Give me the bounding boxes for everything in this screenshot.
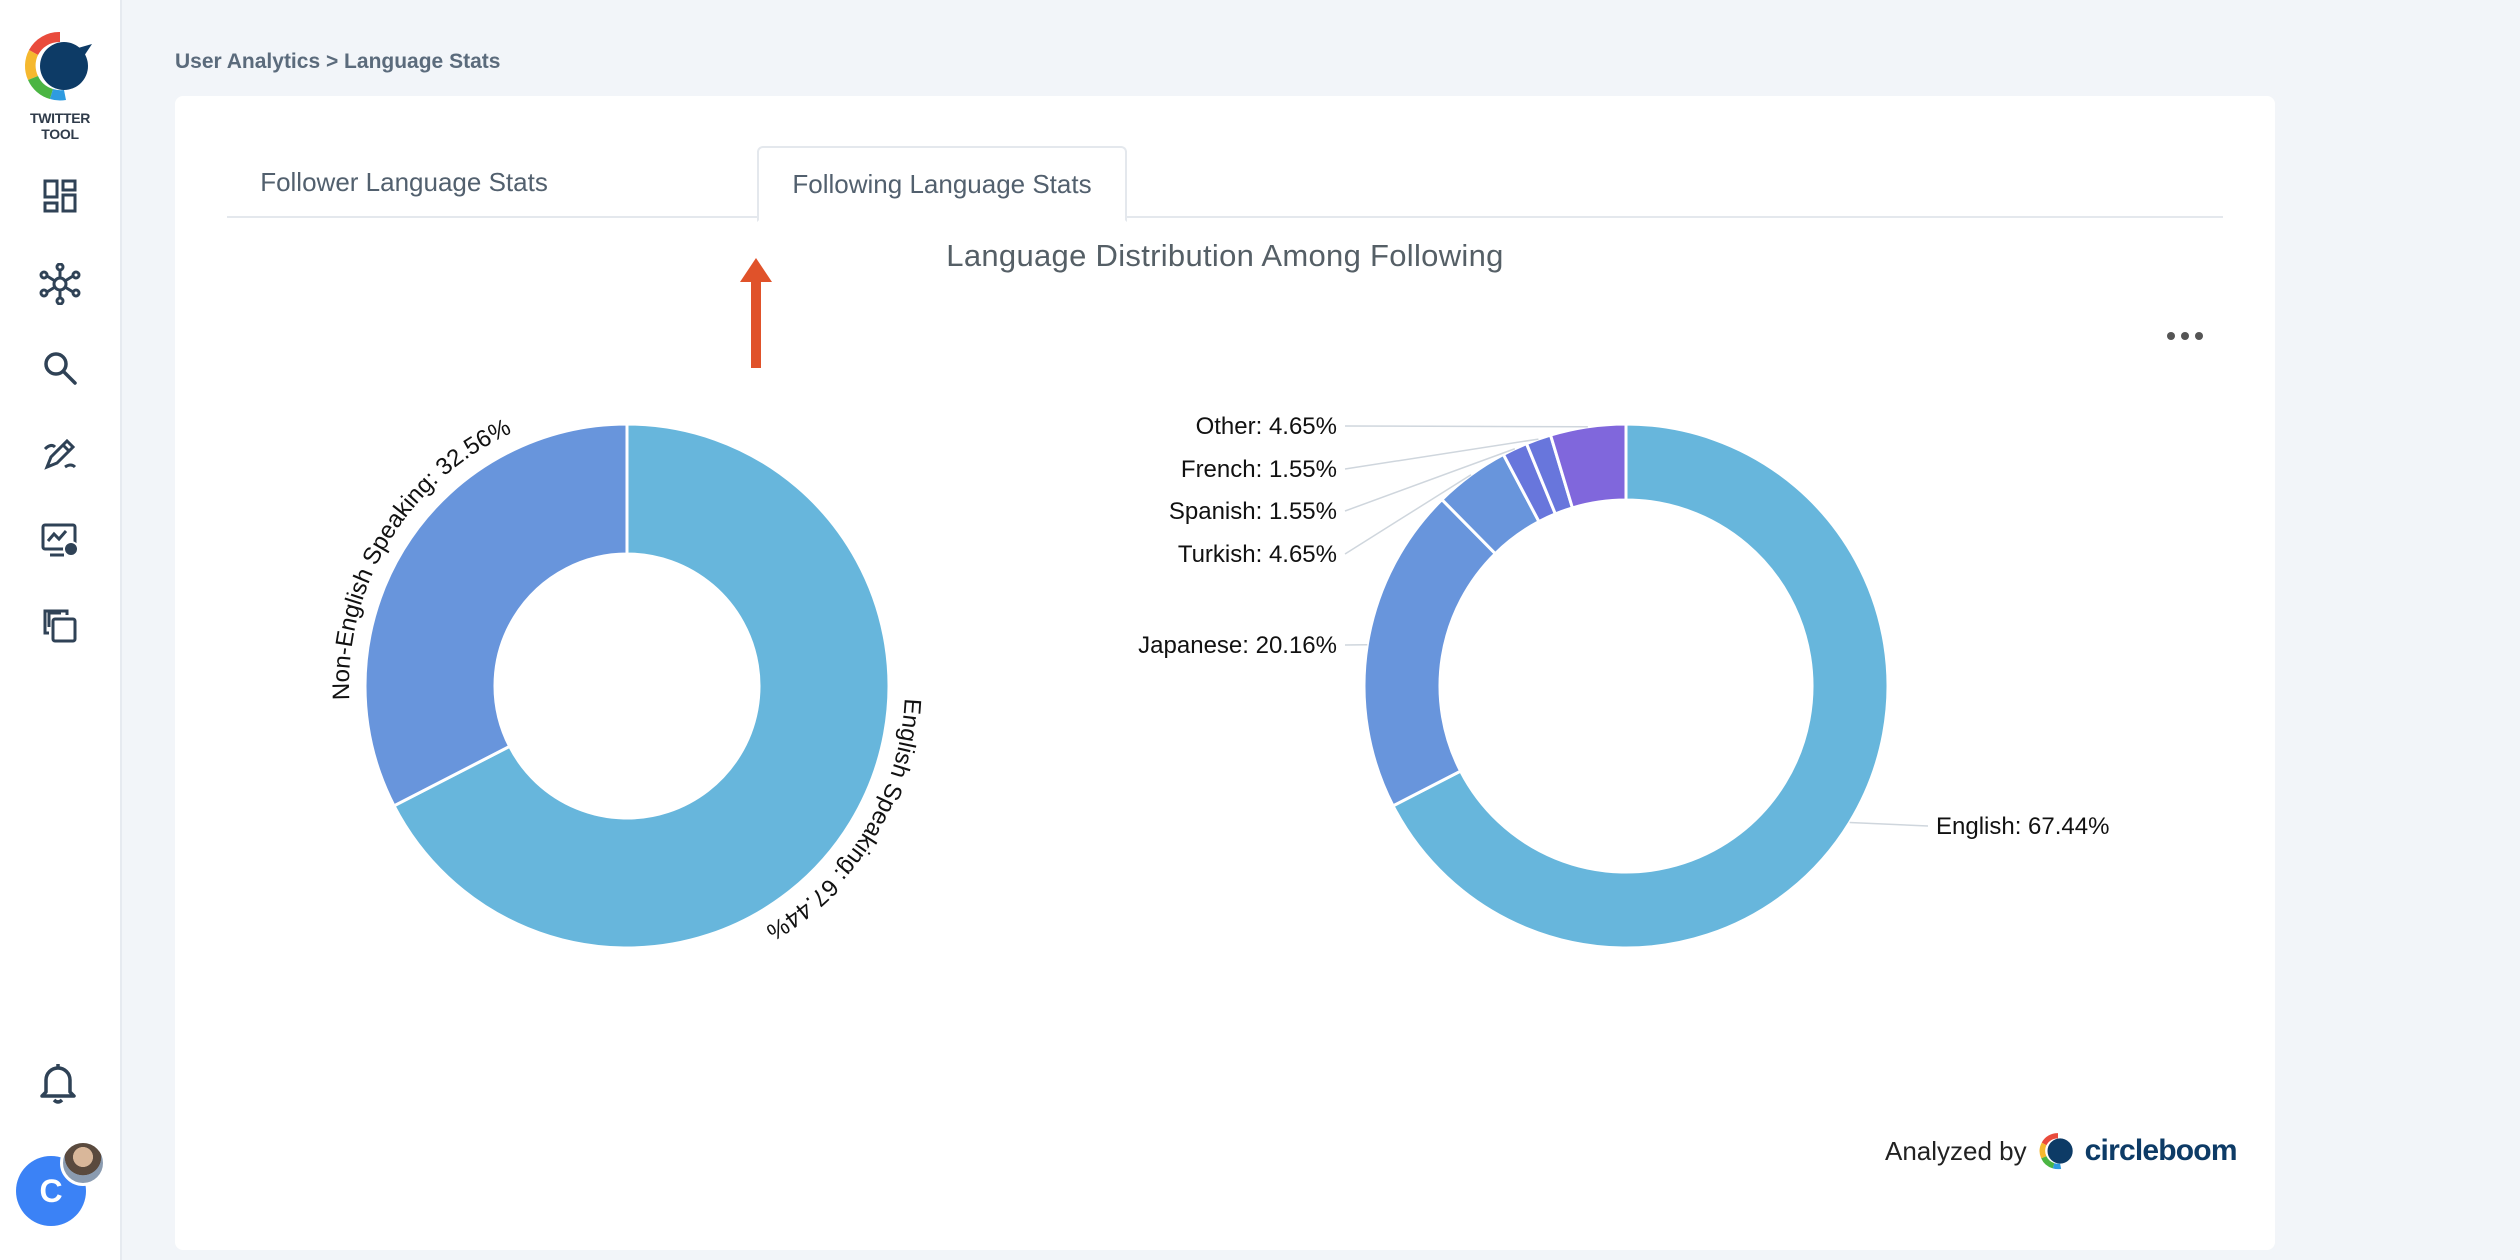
leader-line-english: [1849, 821, 1929, 827]
label-spanish: Spanish: 1.55%: [1169, 498, 1337, 525]
donut-chart-english-speaking: English Speaking: 67.44%Non-English Spea…: [328, 414, 926, 950]
up-arrow-icon: [740, 258, 772, 368]
leader-line-spanish: [1344, 448, 1516, 512]
stats-card: Follower Language Stats Following Langua…: [175, 96, 2275, 1250]
tab-following-language-stats[interactable]: Following Language Stats: [757, 146, 1127, 222]
slice-english-speaking[interactable]: [391, 422, 891, 950]
slice-other[interactable]: [1548, 422, 1628, 510]
chart-title: Language Distribution Among Following: [946, 238, 1504, 273]
label-english: English: 67.44%: [1936, 813, 2109, 840]
analytics-icon[interactable]: [38, 518, 82, 562]
dashboard-icon[interactable]: [38, 174, 82, 218]
app-logo[interactable]: TWITTER TOOL: [20, 26, 100, 142]
analyzed-by-label: Analyzed by: [1885, 1135, 2027, 1166]
label-other: Other: 4.65%: [1196, 413, 1337, 440]
sidebar: TWITTER TOOL: [0, 0, 122, 1260]
brand-name: circleboom: [2084, 1134, 2238, 1167]
footer-branding: Analyzed by circleboom: [1885, 1126, 2238, 1176]
network-icon[interactable]: [38, 262, 82, 306]
logo-icon: [24, 31, 92, 101]
breadcrumb: User Analytics > Language Stats: [175, 50, 501, 73]
slice-non-english-speaking[interactable]: [363, 422, 629, 808]
search-icon[interactable]: [38, 346, 82, 390]
leader-line-french: [1344, 438, 1539, 470]
bell-icon[interactable]: [34, 1058, 82, 1106]
compose-icon[interactable]: [38, 432, 82, 476]
more-options-icon[interactable]: [2165, 326, 2205, 346]
copy-icon[interactable]: [38, 604, 82, 648]
logo-text: TWITTER TOOL: [29, 110, 91, 142]
charts-area: English Speaking: 67.44%Non-English Spea…: [328, 413, 2109, 950]
profile-photo[interactable]: [60, 1140, 106, 1186]
tab-bar: Follower Language Stats Following Langua…: [227, 146, 2223, 222]
leader-line-other: [1344, 425, 1588, 428]
slice-japanese[interactable]: [1362, 497, 1498, 808]
label-french: French: 1.55%: [1181, 456, 1337, 483]
donut-chart-languages: English: 67.44% Japanese: 20.16% Turkish: …: [1138, 413, 2109, 950]
label-turkish: Turkish: 4.65%: [1178, 541, 1337, 568]
slice-english[interactable]: [1390, 422, 1890, 950]
tab-follower-language-stats[interactable]: Follower Language Stats: [260, 166, 548, 197]
label-japanese: Japanese: 20.16%: [1138, 632, 1337, 659]
circleboom-logo-icon: [2039, 1133, 2073, 1170]
leader-line-turkish: [1344, 474, 1472, 555]
